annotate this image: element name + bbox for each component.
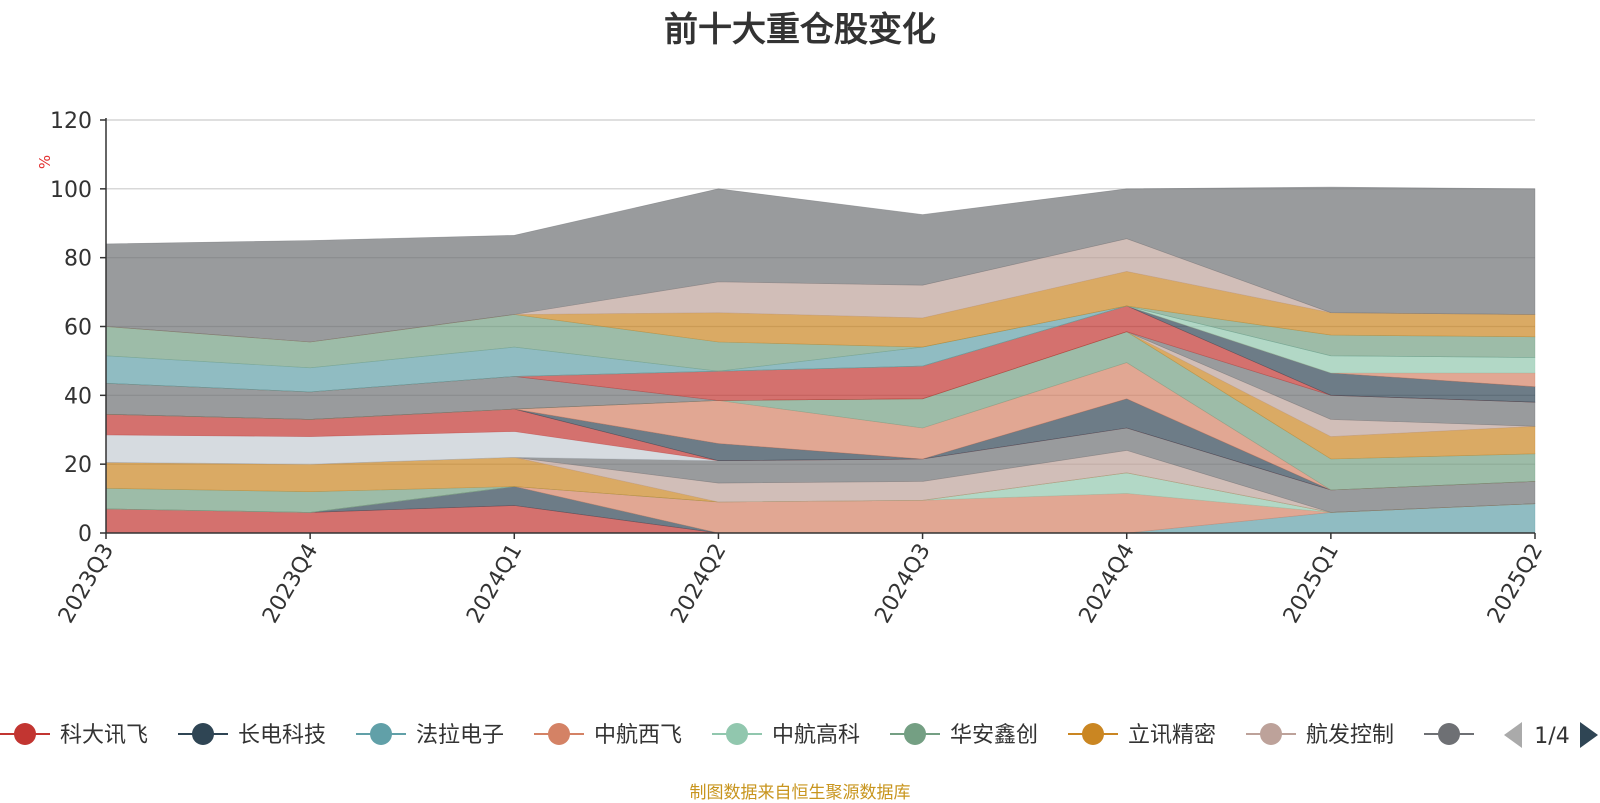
legend-pager: 1/4 bbox=[1504, 722, 1598, 749]
y-tick-label: 20 bbox=[64, 453, 92, 478]
x-tick-label: 2025Q2 bbox=[1483, 540, 1548, 628]
x-tick-label: 2024Q3 bbox=[870, 540, 935, 628]
legend-item[interactable]: 法拉电子 bbox=[356, 723, 504, 748]
legend-label: 长电科技 bbox=[238, 723, 326, 748]
legend-next-arrow-icon[interactable] bbox=[1580, 722, 1598, 748]
source-note: 制图数据来自恒生聚源数据库 bbox=[689, 783, 911, 803]
x-tick-label: 2023Q4 bbox=[258, 540, 323, 628]
legend-swatch-dot bbox=[1438, 723, 1460, 745]
x-tick-label: 2025Q1 bbox=[1279, 540, 1344, 628]
legend-swatch-dot bbox=[726, 723, 748, 745]
area-series bbox=[105, 186, 1536, 534]
legend-item[interactable]: 科大讯飞 bbox=[0, 723, 148, 748]
y-tick-label: 40 bbox=[64, 384, 92, 409]
y-tick-label: 120 bbox=[50, 109, 92, 134]
legend-swatch-dot bbox=[370, 723, 392, 745]
chart-title: 前十大重仓股变化 bbox=[664, 10, 936, 50]
legend-label: 立讯精密 bbox=[1128, 723, 1216, 748]
legend-label: 华安鑫创 bbox=[950, 723, 1038, 748]
legend-swatch-dot bbox=[1082, 723, 1104, 745]
legend-label: 中航高科 bbox=[772, 723, 860, 748]
legend-item[interactable]: 中航高科 bbox=[712, 723, 860, 748]
x-tick-label: 2024Q1 bbox=[462, 540, 527, 628]
legend-page-indicator: 1/4 bbox=[1534, 724, 1569, 749]
legend-label: 中航西飞 bbox=[594, 723, 682, 748]
legend-item[interactable]: 立讯精密 bbox=[1068, 723, 1216, 748]
y-tick-label: 80 bbox=[64, 247, 92, 272]
x-tick-label: 2024Q4 bbox=[1075, 540, 1140, 628]
legend-label: 科大讯飞 bbox=[60, 723, 148, 748]
legend-item[interactable]: 航发控制 bbox=[1246, 723, 1394, 748]
legend-item[interactable]: 中航西飞 bbox=[534, 723, 682, 748]
legend-swatch-dot bbox=[1260, 723, 1282, 745]
area-series-25 bbox=[105, 186, 1536, 343]
legend-item[interactable]: 长电科技 bbox=[178, 723, 326, 748]
legend-swatch-dot bbox=[548, 723, 570, 745]
y-tick-label: 60 bbox=[64, 316, 92, 341]
legend-item[interactable]: 中航沈飞 bbox=[1424, 723, 1572, 748]
legend-items: 科大讯飞 长电科技 法拉电子 中航西飞 中航高科 华安鑫创 立讯精密 航发控制 中航沈飞 bbox=[0, 723, 1572, 748]
x-tick-label: 2024Q2 bbox=[666, 540, 731, 628]
legend-label: 法拉电子 bbox=[416, 723, 504, 748]
x-tick-label: 2023Q3 bbox=[54, 540, 119, 628]
legend-swatch-dot bbox=[14, 723, 36, 745]
y-tick-label: 100 bbox=[50, 178, 92, 203]
legend-swatch-dot bbox=[192, 723, 214, 745]
legend-prev-arrow-icon[interactable] bbox=[1504, 722, 1522, 748]
legend-swatch-dot bbox=[904, 723, 926, 745]
y-tick-label: 0 bbox=[78, 522, 92, 547]
legend-label: 航发控制 bbox=[1306, 723, 1394, 748]
y-axis-label: % bbox=[36, 155, 54, 169]
legend: 科大讯飞 长电科技 法拉电子 中航西飞 中航高科 华安鑫创 立讯精密 航发控制 中航沈飞 bbox=[0, 723, 1572, 748]
legend-item[interactable]: 华安鑫创 bbox=[890, 723, 1038, 748]
